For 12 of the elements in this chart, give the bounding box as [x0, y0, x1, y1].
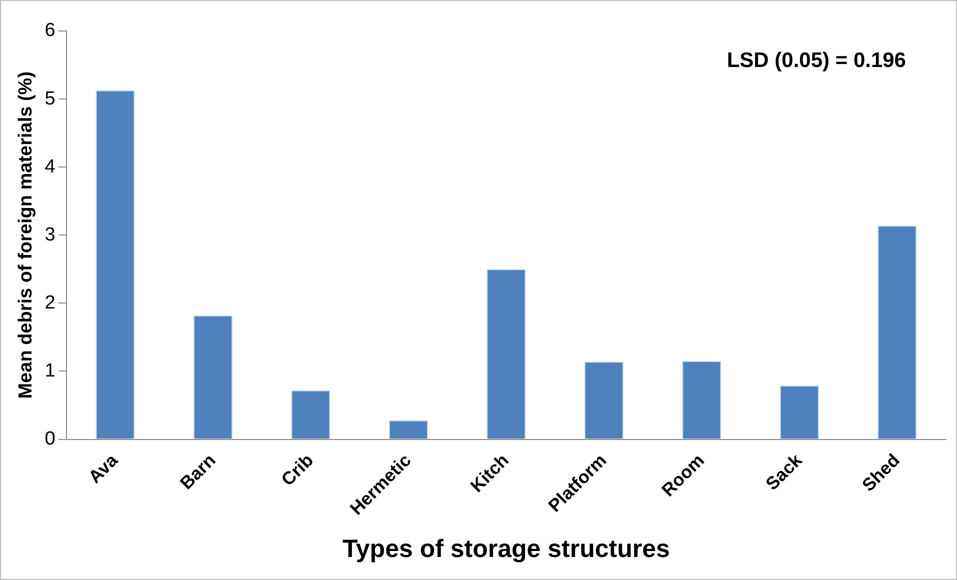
y-tick-label: 1 [44, 360, 56, 382]
y-tick-label: 6 [44, 20, 56, 42]
y-tick-label: 5 [44, 88, 56, 110]
x-tick-label: Crib [277, 450, 318, 490]
x-tick-label: Ava [84, 449, 122, 488]
y-tick-label: 3 [44, 224, 56, 246]
y-tick-label: 2 [44, 292, 56, 314]
y-tick-label: 0 [44, 428, 56, 450]
annotation: LSD (0.05) = 0.196 [726, 48, 906, 72]
y-axis-title: Mean debris of foreign materials (%) [16, 71, 37, 399]
x-axis-title: Types of storage structures [342, 534, 670, 563]
y-tick-label: 4 [44, 156, 56, 178]
